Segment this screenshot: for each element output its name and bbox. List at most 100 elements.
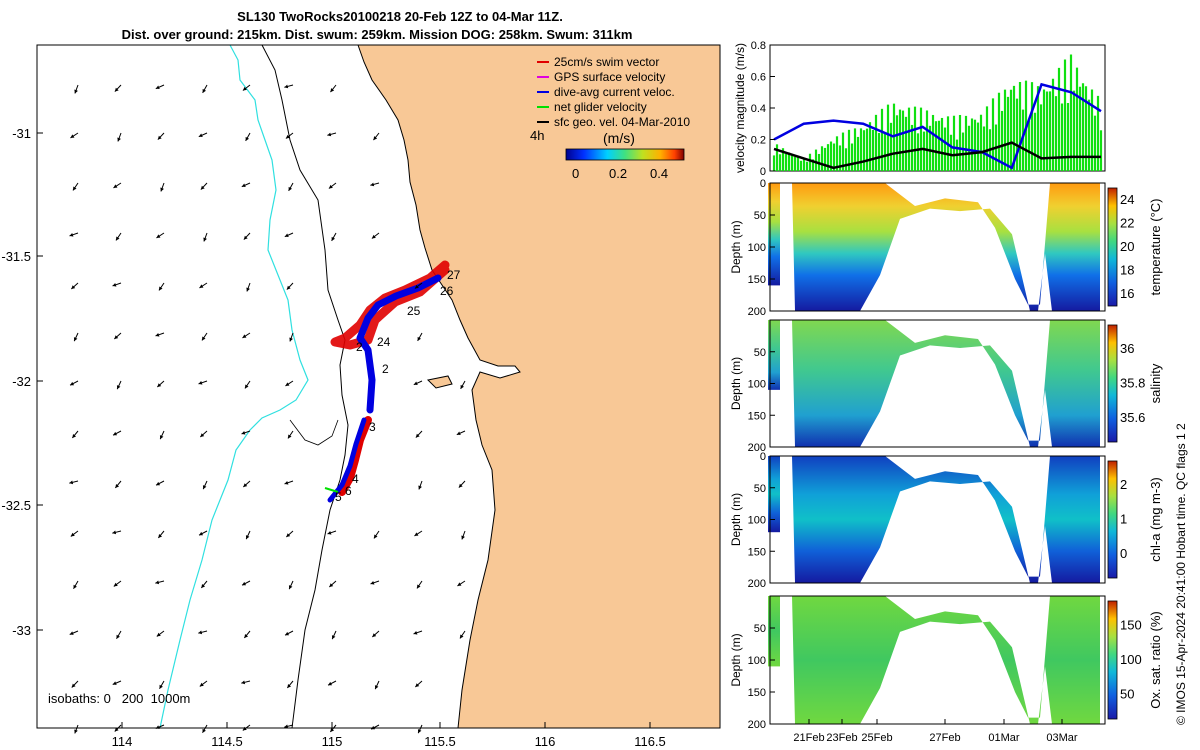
day-label: 2 — [356, 340, 363, 354]
geostrophic-velocity-arrows — [69, 84, 466, 734]
depth-tick-label: 200 — [748, 719, 766, 731]
section-first-profile — [768, 596, 780, 667]
time-tick-label: 01Mar — [988, 732, 1020, 744]
current-arrow-head — [284, 233, 289, 237]
section-data-field — [792, 320, 1100, 447]
time-marker: 4h — [530, 128, 544, 143]
series-line — [773, 141, 1101, 170]
current-arrow-head — [70, 381, 75, 386]
current-arrow-head — [372, 633, 377, 638]
current-arrow-head — [245, 136, 250, 141]
colorbar-tick: 0.2 — [609, 166, 627, 181]
series-line — [773, 82, 1102, 170]
section-data-field — [792, 596, 1100, 724]
current-arrow-head — [288, 186, 293, 191]
section-colorbar — [1107, 600, 1118, 720]
current-arrow-head — [116, 385, 121, 390]
section-data-field — [792, 456, 1100, 583]
colorbar-tick-label: 24 — [1120, 192, 1134, 207]
current-arrow-head — [69, 480, 74, 485]
depth-tick-label: 200 — [748, 578, 766, 590]
current-arrow-head — [113, 431, 118, 436]
current-arrow-head — [243, 235, 248, 240]
day-label: 4 — [352, 472, 359, 486]
current-arrow-head — [242, 86, 247, 91]
colorbar-tick-label: 20 — [1120, 239, 1134, 254]
current-arrow-head — [73, 584, 77, 589]
current-arrow-head — [203, 237, 207, 242]
current-arrow-head — [70, 532, 75, 537]
current-arrow-head — [157, 383, 162, 388]
current-arrow-head — [156, 481, 161, 486]
time-axis: 21Feb 23Feb 25Feb 27Feb 01Mar 03Mar — [793, 719, 1078, 744]
figure-title-line1: SL130 TwoRocks20100218 20-Feb 12Z to 04-… — [237, 9, 563, 24]
colorbar-tick-label: 100 — [1120, 652, 1142, 667]
current-arrow-head — [73, 337, 78, 342]
current-arrow-head — [70, 134, 75, 138]
depth-tick-label: 50 — [754, 210, 766, 222]
lon-tick-label: 116 — [535, 734, 556, 749]
current-arrow-head — [373, 534, 378, 539]
current-arrow-head — [242, 726, 247, 731]
current-arrow-head — [156, 234, 161, 238]
current-arrow-head — [374, 685, 379, 690]
current-arrow-head — [285, 382, 290, 386]
section-first-profile — [768, 456, 780, 533]
depth-tick-label: 0 — [760, 178, 766, 190]
depth-tick-label: 100 — [748, 655, 766, 667]
current-arrow-head — [284, 724, 289, 729]
current-arrow-head — [331, 236, 336, 241]
current-arrow-head — [200, 185, 205, 190]
current-arrow-head — [329, 583, 334, 588]
current-arrow-head — [158, 286, 163, 291]
day-label: 26 — [440, 284, 454, 298]
track-day-labels: 27 26 25 24 2 2 3 4 5 6 — [335, 268, 461, 504]
legend-label: GPS surface velocity — [554, 70, 665, 84]
current-arrow-head — [284, 480, 289, 485]
current-arrow-head — [199, 531, 204, 536]
current-arrow-head — [202, 728, 206, 733]
current-arrow-head — [242, 581, 247, 586]
current-arrow-head — [202, 88, 207, 93]
lon-tick-label: 114 — [112, 734, 133, 749]
current-arrow-head — [371, 234, 376, 239]
lon-tick-label: 115.5 — [424, 734, 456, 749]
current-arrow-head — [330, 728, 335, 732]
figure-title-line2: Dist. over ground: 215km. Dist. swum: 25… — [122, 27, 633, 42]
depth-tick-label: 200 — [748, 442, 766, 454]
current-arrow-head — [241, 430, 246, 435]
day-label: 6 — [345, 484, 352, 498]
time-tick-label: 23Feb — [826, 732, 857, 744]
section-colorbar — [1107, 324, 1118, 443]
track-net-velocity — [324, 487, 339, 493]
depth-tick-label: 50 — [754, 483, 766, 495]
current-arrow-head — [198, 133, 203, 137]
lon-tick-label: 115 — [322, 734, 343, 749]
current-arrow-head — [459, 634, 464, 639]
time-tick-label: 03Mar — [1046, 732, 1078, 744]
colorbar-tick: 0 — [572, 166, 579, 181]
current-arrow-head — [114, 87, 119, 92]
current-arrow-head — [288, 585, 293, 590]
current-arrow-head — [417, 729, 422, 734]
current-arrow-head — [115, 236, 120, 241]
depth-axis-label: Depth (m) — [729, 633, 743, 686]
current-arrow-head — [457, 582, 462, 586]
velocity-series — [773, 82, 1102, 170]
coastline — [357, 44, 521, 729]
current-arrow-head — [244, 384, 249, 389]
current-arrow-head — [373, 136, 378, 141]
current-arrow-head — [74, 89, 78, 94]
current-arrow-head — [155, 332, 160, 337]
legend-label: 25cm/s swim vector — [554, 55, 659, 69]
velocity-tick-label: 0 — [760, 166, 766, 178]
depth-tick-label: 100 — [748, 242, 766, 254]
copyright-note: © IMOS 15-Apr-2024 20:41:00 Hobart time.… — [1174, 423, 1188, 725]
current-arrow-head — [328, 184, 333, 189]
current-arrow-head — [413, 630, 418, 635]
day-label: 27 — [447, 268, 461, 282]
current-arrow-head — [414, 532, 419, 536]
current-arrow-head — [159, 684, 163, 689]
current-arrow-head — [158, 534, 163, 538]
